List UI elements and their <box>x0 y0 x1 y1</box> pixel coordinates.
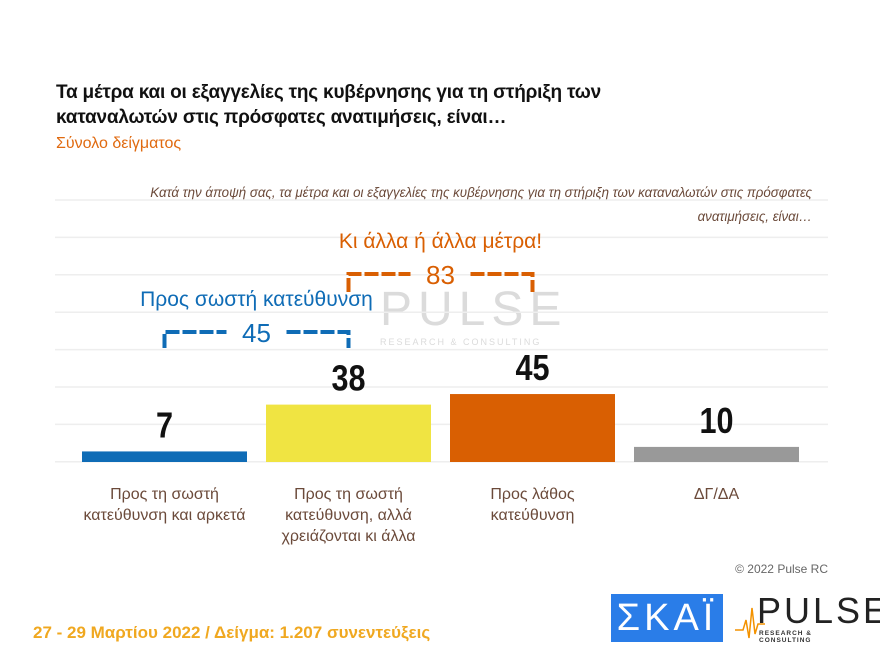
bracket-left <box>346 272 411 292</box>
category-label: ΔΓ/ΔΑ <box>693 486 740 503</box>
copyright: © 2022 Pulse RC <box>735 562 828 576</box>
watermark-tagline: RESEARCH & CONSULTING <box>380 337 542 347</box>
chart-subtitle: Σύνολο δείγματος <box>56 135 182 152</box>
data-label: 10 <box>699 402 733 442</box>
pulse-wave-icon <box>735 607 765 639</box>
pulse-watermark: PULSE RESEARCH & CONSULTING <box>380 282 567 347</box>
bar <box>82 451 247 462</box>
bracket-right <box>470 272 535 292</box>
bracket-right <box>286 330 351 348</box>
data-label: 7 <box>156 406 173 446</box>
bar <box>450 394 615 462</box>
bracket-left <box>162 330 227 348</box>
group-value: 45 <box>242 318 271 348</box>
group-value: 83 <box>426 260 455 290</box>
chart-title: Τα μέτρα και οι εξαγγελίες της κυβέρνηση… <box>56 82 601 128</box>
survey-question: Κατά την άποψή σας, τα μέτρα και οι εξαγ… <box>150 184 812 224</box>
group-label: Προς σωστή κατεύθυνση <box>140 288 373 311</box>
pulse-logo-tagline: RESEARCH & CONSULTING <box>759 630 812 644</box>
skai-logo: ΣΚΑΪ <box>611 594 723 642</box>
survey-footer: 27 - 29 Μαρτίου 2022 / Δείγμα: 1.207 συν… <box>33 623 431 642</box>
pulse-logo: PULSE RESEARCH & CONSULTING <box>735 590 880 644</box>
bar <box>266 404 431 462</box>
bar <box>634 446 799 462</box>
group-label: Κι άλλα ή άλλα μέτρα! <box>339 230 542 253</box>
category-label: Προς τη σωστή κατεύθυνση, αλλά χρειάζοντ… <box>281 486 416 545</box>
pulse-logo-text: PULSE <box>757 590 880 631</box>
category-label: Προς λάθος κατεύθυνση <box>490 486 575 524</box>
data-label: 45 <box>515 349 549 389</box>
data-label: 38 <box>331 359 365 399</box>
category-label: Προς τη σωστή κατεύθυνση και αρκετά <box>83 486 246 524</box>
